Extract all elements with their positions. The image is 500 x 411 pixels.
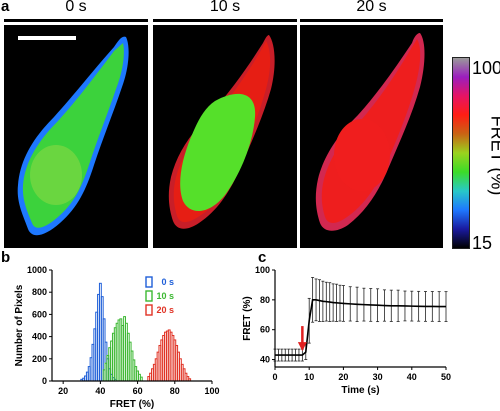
cell-image-20s <box>315 33 425 231</box>
time-label-10s: 10 s <box>209 0 241 15</box>
y-tick-label: 800 <box>32 287 47 297</box>
x-tick-label: 20 <box>338 372 348 382</box>
x-tick-label: 80 <box>170 386 180 396</box>
legend-swatch <box>145 290 153 302</box>
x-tick-label: 40 <box>407 372 417 382</box>
panel-b-letter: b <box>1 249 11 266</box>
error-bars <box>273 277 448 362</box>
panel-c-letter: c <box>258 249 267 266</box>
fret-image-10s <box>153 25 297 248</box>
series-2 <box>147 329 192 382</box>
panel-a-letter: a <box>1 0 10 15</box>
y-tick-label: 80 <box>260 295 270 305</box>
legend-label: 10 s <box>156 291 174 301</box>
x-tick-label: 40 <box>95 386 105 396</box>
x-tick-label: 0 <box>272 372 277 382</box>
x-tick-label: 60 <box>133 386 143 396</box>
x-tick-label: 30 <box>373 372 383 382</box>
cell-nucleus <box>334 119 390 191</box>
y-tick-label: 1000 <box>27 265 47 275</box>
time-label-0s: 0 s <box>65 0 87 15</box>
x-tick-label: 10 <box>304 372 314 382</box>
x-tick-label: 100 <box>204 386 219 396</box>
colorbar-max-label: 100 <box>472 58 500 78</box>
y-tick-label: 100 <box>255 265 270 275</box>
legend-swatch <box>145 304 153 316</box>
time-bar-20s <box>300 19 443 22</box>
y-axis-label: Number of Pixels <box>14 284 25 366</box>
x-tick-label: 50 <box>441 372 451 382</box>
stimulus-arrow-head <box>297 342 307 352</box>
timecourse-chart: 40 60 80 100 0 10 20 30 40 50 Time (s) FRET (%) <box>242 265 451 396</box>
y-tick-label: 40 <box>260 355 270 365</box>
y-tick-label: 600 <box>32 309 47 319</box>
fret-image-0s <box>4 25 148 248</box>
histogram-chart: 0 200 400 600 800 1000 20 40 60 80 100 FRET (%) Numb… <box>14 265 220 410</box>
colorbar-min-label: 15 <box>472 233 493 253</box>
cell-nucleus <box>180 93 256 212</box>
cell-image-10s <box>168 35 275 229</box>
time-bar-10s <box>153 19 297 22</box>
scale-bar <box>18 36 76 40</box>
x-axis-label: Time (s) <box>341 385 379 396</box>
mean-line <box>275 299 446 356</box>
fret-colorbar <box>452 57 470 249</box>
x-tick-label: 20 <box>58 386 68 396</box>
time-bar-0s <box>4 19 148 22</box>
colorbar-title: FRET (%) <box>487 115 500 196</box>
fret-image-20s <box>300 25 443 248</box>
x-axis-label: FRET (%) <box>110 399 154 410</box>
cell-image-0s <box>17 36 129 236</box>
y-tick-label: 0 <box>42 376 47 386</box>
legend-label: 20 s <box>156 305 174 315</box>
y-axis-label: FRET (%) <box>242 296 253 340</box>
legend-swatch <box>145 276 153 288</box>
y-tick-label: 400 <box>32 332 47 342</box>
y-tick-label: 60 <box>260 325 270 335</box>
series-1 <box>102 316 143 382</box>
legend-label: 0 s <box>161 277 174 287</box>
cell-nucleus <box>30 145 82 205</box>
y-tick-label: 200 <box>32 354 47 364</box>
time-label-20s: 20 s <box>356 0 387 15</box>
